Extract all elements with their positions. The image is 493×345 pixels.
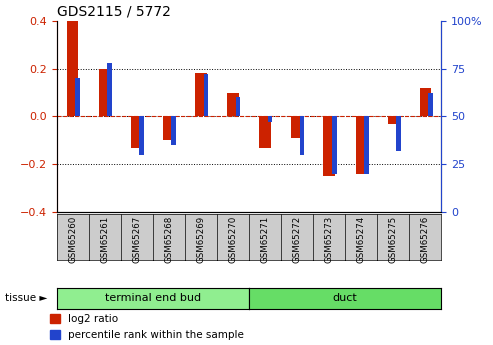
Bar: [195, 73, 207, 117]
Text: GSM65267: GSM65267: [132, 216, 141, 264]
Text: GDS2115 / 5772: GDS2115 / 5772: [57, 4, 171, 18]
Text: terminal end bud: terminal end bud: [105, 294, 201, 303]
Text: duct: duct: [333, 294, 357, 303]
Bar: [227, 92, 239, 117]
Bar: [204, 74, 209, 117]
Bar: [131, 117, 142, 148]
Legend: log2 ratio, percentile rank within the sample: log2 ratio, percentile rank within the s…: [50, 314, 244, 340]
Bar: [99, 69, 110, 117]
Text: GSM65273: GSM65273: [324, 216, 334, 264]
Bar: [268, 117, 273, 122]
Text: GSM65274: GSM65274: [356, 216, 366, 264]
Bar: [364, 117, 369, 174]
Bar: [300, 117, 305, 155]
Text: GSM65269: GSM65269: [196, 216, 206, 263]
Text: GSM65271: GSM65271: [260, 216, 270, 264]
Text: GSM65268: GSM65268: [164, 216, 174, 264]
Text: GSM65275: GSM65275: [388, 216, 398, 264]
Bar: [387, 117, 399, 124]
Bar: [172, 117, 176, 145]
Bar: [355, 117, 367, 174]
Bar: [140, 117, 144, 155]
Text: GSM65270: GSM65270: [228, 216, 238, 264]
Text: GSM65272: GSM65272: [292, 216, 302, 264]
Bar: [259, 117, 271, 148]
Text: tissue ►: tissue ►: [5, 294, 47, 303]
Bar: [428, 93, 433, 117]
Text: GSM65260: GSM65260: [68, 216, 77, 264]
Bar: [67, 21, 78, 117]
Bar: [323, 117, 335, 176]
Text: GSM65261: GSM65261: [100, 216, 109, 264]
Bar: [107, 63, 112, 117]
Text: GSM65276: GSM65276: [421, 216, 430, 264]
Bar: [332, 117, 337, 174]
Bar: [163, 117, 175, 140]
Bar: [291, 117, 303, 138]
Bar: [75, 78, 80, 117]
Bar: [236, 97, 241, 117]
Bar: [396, 117, 401, 151]
Bar: [420, 88, 431, 117]
